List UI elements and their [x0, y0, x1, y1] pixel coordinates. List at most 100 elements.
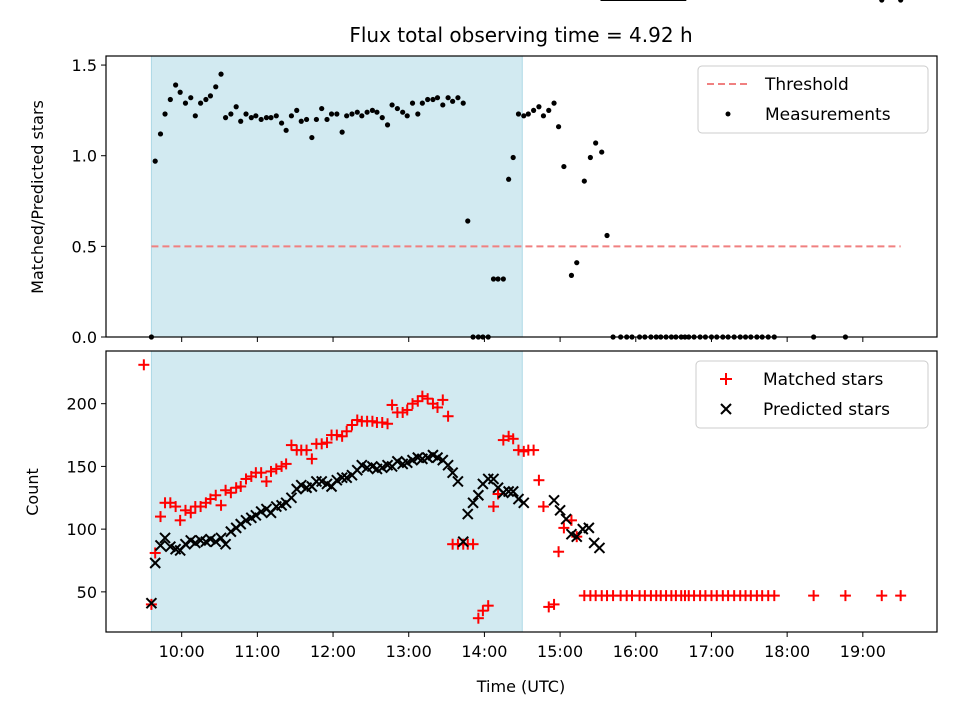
predicted-star-stroke-b — [215, 532, 227, 544]
matched-star-point — [543, 601, 555, 613]
top-y-axis-label: Matched/Predicted stars — [28, 100, 47, 294]
predicted-star-stroke-b — [467, 497, 479, 509]
predicted-star-stroke-b — [336, 471, 348, 484]
top-y-tick-label: 1.0 — [72, 147, 97, 166]
bottom-axes-frame — [105, 350, 938, 633]
predicted-star-stroke-b — [295, 479, 307, 491]
measurement-point — [593, 140, 599, 146]
predicted-star-stroke-b — [427, 449, 439, 461]
bottom-shaded-interval — [150, 350, 523, 633]
matched-star-point — [808, 590, 820, 602]
measurement-point — [400, 109, 406, 115]
measurement-point — [162, 111, 168, 117]
matched-star-point — [382, 418, 394, 430]
measurement-point — [309, 134, 315, 141]
measurement-point — [354, 109, 360, 115]
predicted-star-point — [560, 513, 572, 525]
predicted-star-stroke-b — [548, 494, 560, 506]
matched-star-point — [477, 605, 489, 617]
predicted-star-stroke-b — [250, 509, 262, 522]
matched-legend-label: Matched stars — [763, 370, 883, 390]
matched-star-point — [306, 453, 318, 465]
matched-star-point — [179, 504, 191, 516]
measurement-point — [198, 100, 204, 106]
predicted-star-stroke-b — [366, 460, 379, 473]
matched-star-point — [225, 487, 237, 499]
matched-legend-swatch — [720, 373, 732, 385]
matched-star-point — [149, 547, 161, 559]
measurement-point — [379, 115, 385, 121]
matched-star-point — [437, 394, 449, 406]
matched-star-point — [553, 546, 565, 558]
measurement-point — [374, 109, 380, 115]
predicted-star-stroke-b — [145, 597, 158, 609]
measurement-point — [157, 131, 164, 137]
bottom-x-tick-label: 12:00 — [310, 642, 356, 661]
measurement-point — [192, 113, 198, 119]
predicted-star-stroke-b — [285, 492, 298, 504]
predicted-star-point — [583, 522, 595, 534]
predicted-star-stroke-b — [554, 504, 566, 517]
predicted-star-point — [235, 518, 247, 530]
top-legend: Threshold Measurements — [697, 65, 929, 134]
matched-star-point — [839, 590, 851, 602]
predicted-star-stroke-b — [149, 557, 161, 569]
predicted-star-stroke-b — [204, 533, 217, 545]
predicted-star-stroke-b — [487, 473, 500, 485]
measurement-point — [898, 0, 904, 3]
predicted-star-point — [467, 497, 479, 509]
predicted-star-point — [518, 497, 530, 509]
predicted-star-stroke-b — [502, 485, 515, 498]
predicted-legend-swatch — [720, 403, 732, 415]
matched-star-point — [174, 514, 186, 526]
predicted-star-point — [512, 493, 525, 505]
measurement-point — [263, 115, 270, 121]
matched-star-point — [407, 398, 419, 410]
measurement-point — [425, 96, 431, 103]
predicted-star-stroke-b — [381, 459, 394, 471]
bottom-x-tick-label: 19:00 — [840, 642, 886, 661]
measurement-point — [258, 116, 264, 123]
predicted-star-stroke-b — [194, 534, 207, 547]
measurement-point — [515, 111, 522, 117]
matched-star-point — [270, 463, 282, 475]
measurement-point — [419, 100, 425, 106]
matched-star-point — [255, 467, 267, 479]
matched-star-point — [301, 444, 313, 456]
measurement-point — [587, 154, 593, 161]
measurement-point — [574, 260, 580, 266]
measurement-point — [415, 111, 421, 117]
predicted-star-stroke-b — [565, 528, 578, 540]
measurement-point — [599, 149, 605, 155]
matched-star-point — [265, 465, 277, 477]
measurement-point — [238, 118, 244, 124]
matched-star-point — [235, 480, 247, 492]
bottom-x-tick-label: 10:00 — [159, 642, 205, 661]
measurement-point — [359, 113, 365, 119]
measurement-point — [445, 95, 451, 101]
measurement-point — [167, 96, 173, 103]
predicted-star-point — [159, 532, 171, 544]
matched-star-point — [482, 600, 494, 612]
matched-star-point — [210, 489, 222, 501]
top-y-tick-label: 0.0 — [72, 328, 97, 347]
matched-star-point — [240, 473, 252, 485]
predicted-star-stroke-b — [225, 525, 237, 538]
measurement-point — [334, 111, 340, 117]
measurement-point — [506, 176, 512, 182]
predicted-star-stroke-b — [518, 497, 530, 509]
measurement-point — [536, 104, 542, 110]
predicted-star-stroke-b — [219, 538, 232, 550]
predicted-star-stroke-b — [431, 451, 444, 464]
predicted-star-point — [210, 535, 222, 548]
predicted-star-stroke-b — [169, 543, 182, 555]
bottom-panel: 50 100 150 200 10:00 11:00 12:00 13:00 14:00 15:… — [23, 0, 938, 696]
predicted-star-stroke-b — [159, 532, 171, 544]
measurement-point — [364, 109, 370, 115]
matched-star-point — [321, 437, 333, 449]
matched-star-point — [220, 484, 232, 496]
predicted-star-stroke-b — [588, 537, 600, 549]
matched-star-point — [472, 612, 484, 624]
bottom-x-tick-label: 11:00 — [234, 642, 280, 661]
figure-title: Flux total observing time = 4.92 h — [349, 23, 692, 47]
